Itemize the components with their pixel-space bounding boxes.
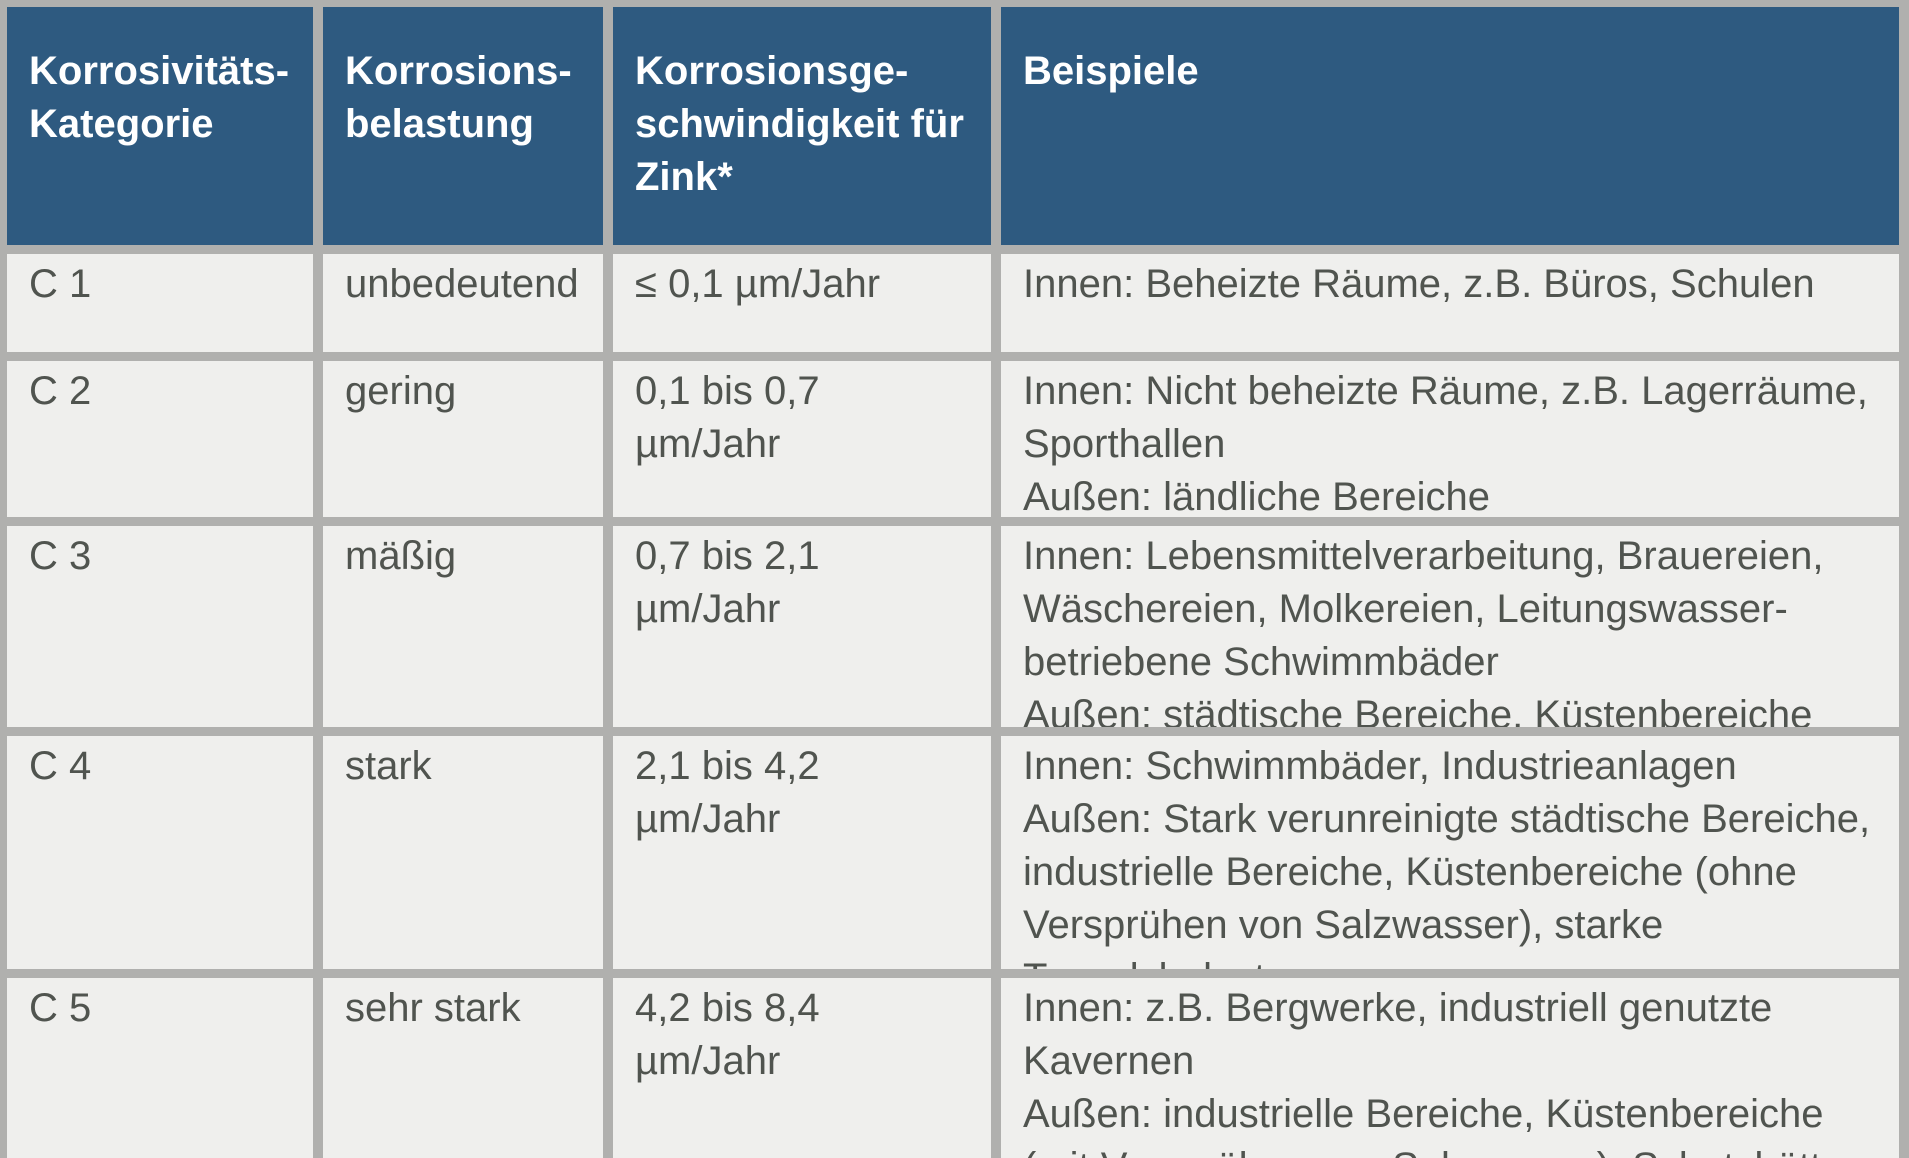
cell-rate-c4: 2,1 bis 4,2 µm/Jahr bbox=[613, 736, 991, 969]
cell-category-c1: C 1 bbox=[7, 254, 313, 352]
cell-examples-c3: Innen: Lebensmittelverarbeitung, Brauere… bbox=[1001, 526, 1899, 727]
cell-category-c5: C 5 bbox=[7, 978, 313, 1158]
cell-category-c3: C 3 bbox=[7, 526, 313, 727]
cell-rate-c1: ≤ 0,1 µm/Jahr bbox=[613, 254, 991, 352]
cell-load-c4: stark bbox=[323, 736, 603, 969]
header-cell-corrosivity-category: Korrosivitäts- Kategorie bbox=[7, 7, 313, 245]
cell-examples-c1: Innen: Beheizte Räume, z.B. Büros, Schul… bbox=[1001, 254, 1899, 352]
cell-examples-c2: Innen: Nicht beheizte Räume, z.B. Lagerr… bbox=[1001, 361, 1899, 517]
cell-load-c2: gering bbox=[323, 361, 603, 517]
cell-load-c3: mäßig bbox=[323, 526, 603, 727]
cell-category-c4: C 4 bbox=[7, 736, 313, 969]
cell-category-c2: C 2 bbox=[7, 361, 313, 517]
header-cell-corrosion-load: Korrosions- belastung bbox=[323, 7, 603, 245]
header-cell-corrosion-rate-zinc: Korrosionsge- schwindigkeit für Zink* bbox=[613, 7, 991, 245]
cell-examples-c4: Innen: Schwimmbäder, Industrieanlagen Au… bbox=[1001, 736, 1899, 969]
cell-rate-c3: 0,7 bis 2,1 µm/Jahr bbox=[613, 526, 991, 727]
cell-rate-c2: 0,1 bis 0,7 µm/Jahr bbox=[613, 361, 991, 517]
cell-examples-c5: Innen: z.B. Bergwerke, industriell genut… bbox=[1001, 978, 1899, 1158]
header-cell-examples: Beispiele bbox=[1001, 7, 1899, 245]
cell-rate-c5: 4,2 bis 8,4 µm/Jahr bbox=[613, 978, 991, 1158]
cell-load-c5: sehr stark bbox=[323, 978, 603, 1158]
cell-load-c1: unbedeutend bbox=[323, 254, 603, 352]
